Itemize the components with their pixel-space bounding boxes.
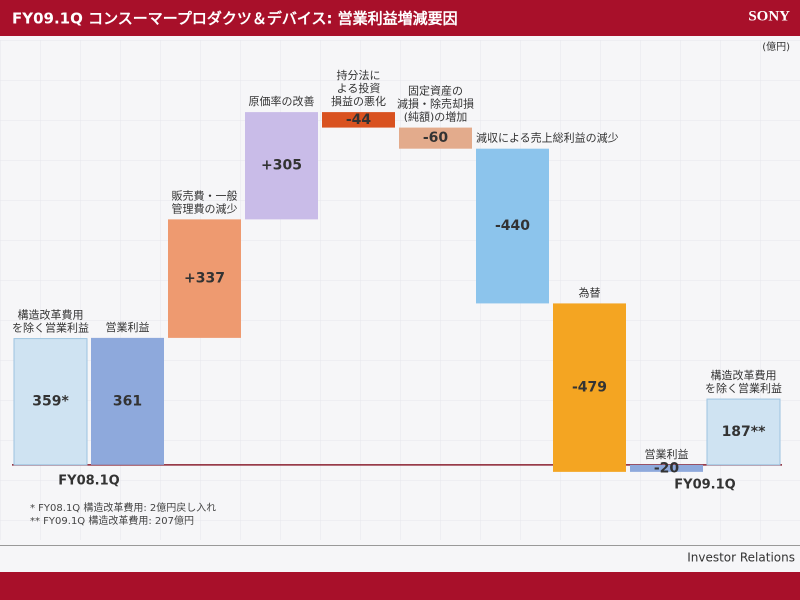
bar (13, 338, 88, 466)
value-label: -44 (346, 112, 372, 128)
value-label: -20 (654, 460, 680, 476)
category-label: 営業利益 (106, 320, 150, 334)
footer-band (0, 572, 800, 600)
category-label: 固定資産の減損・除売却損(純額)の増加 (397, 84, 474, 124)
bar (706, 398, 781, 466)
bar (476, 148, 549, 304)
bar (91, 337, 164, 465)
category-label: 販売費・一般管理費の減少 (172, 188, 238, 215)
value-label: 187** (722, 424, 767, 440)
unit-label: (億円) (762, 40, 790, 53)
period-label: FY08.1Q (58, 473, 119, 488)
slide-title: FY09.1Q コンスーマープロダクツ＆デバイス: 営業利益増減要因 (12, 10, 458, 28)
bar (630, 464, 703, 472)
header-band (0, 0, 800, 36)
category-label: 構造改革費用を除く営業利益 (705, 368, 782, 395)
category-label: 為替 (579, 285, 601, 299)
bar (553, 303, 626, 472)
bar (168, 219, 241, 338)
chart: 359* 構造改革費用を除く営業利益 361 営業利益 +337 販売費・一般管理費の減少… (12, 68, 782, 492)
bar (399, 127, 472, 149)
value-label: +337 (184, 271, 225, 287)
period-label: FY09.1Q (674, 477, 735, 492)
category-label: 減収による売上総利益の減少 (476, 131, 619, 145)
bar (322, 112, 395, 128)
value-label: -440 (495, 218, 530, 234)
value-label: +305 (261, 158, 302, 174)
category-label: 原価率の改善 (249, 94, 315, 108)
value-label: -479 (572, 380, 607, 396)
category-label: 構造改革費用を除く営業利益 (12, 308, 89, 335)
brand: SONY (748, 8, 790, 24)
value-label: 359* (32, 394, 69, 410)
footer-rule (0, 545, 800, 546)
bar (245, 112, 318, 220)
category-label: 営業利益 (645, 447, 689, 461)
value-label: -60 (423, 130, 449, 146)
value-label: 361 (113, 393, 142, 409)
category-label: 持分法による投資損益の悪化 (331, 68, 386, 108)
footnote: * FY08.1Q 構造改革費用: 2億円戻し入れ (30, 501, 216, 514)
footer-text: Investor Relations (687, 551, 795, 565)
footnote: ** FY09.1Q 構造改革費用: 207億円 (30, 514, 194, 527)
